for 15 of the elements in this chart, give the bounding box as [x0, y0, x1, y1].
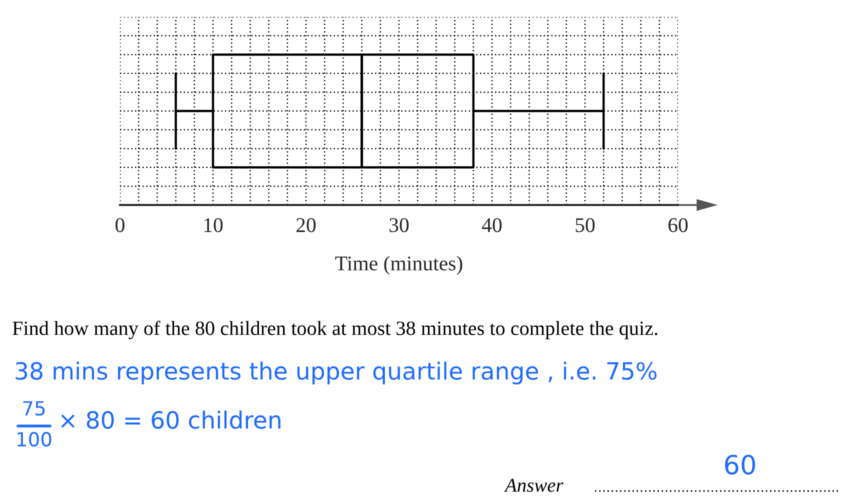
x-tick-label: 30 — [390, 218, 409, 232]
x-tick-label: 0 — [116, 218, 124, 232]
x-tick-label: 10 — [204, 218, 223, 232]
text: × 80 = 60 children — [61, 410, 280, 429]
x-tick-label: 40 — [482, 218, 502, 232]
text: Answer — [504, 478, 564, 492]
text: 100 — [18, 432, 52, 447]
x-tick-label: 60 — [668, 218, 688, 232]
x-axis-title: Time (minutes) — [335, 256, 462, 275]
x-tick-label: 50 — [576, 218, 595, 232]
text: 60 — [725, 454, 756, 475]
text: Find how many of the 80 children took at most 38 minutes to complete the quiz. — [12, 320, 658, 340]
text: 38 mins represents the upper quartile range , i.e. 75% — [16, 362, 657, 384]
text: 75 — [23, 401, 45, 416]
x-tick-label: 20 — [296, 218, 316, 232]
